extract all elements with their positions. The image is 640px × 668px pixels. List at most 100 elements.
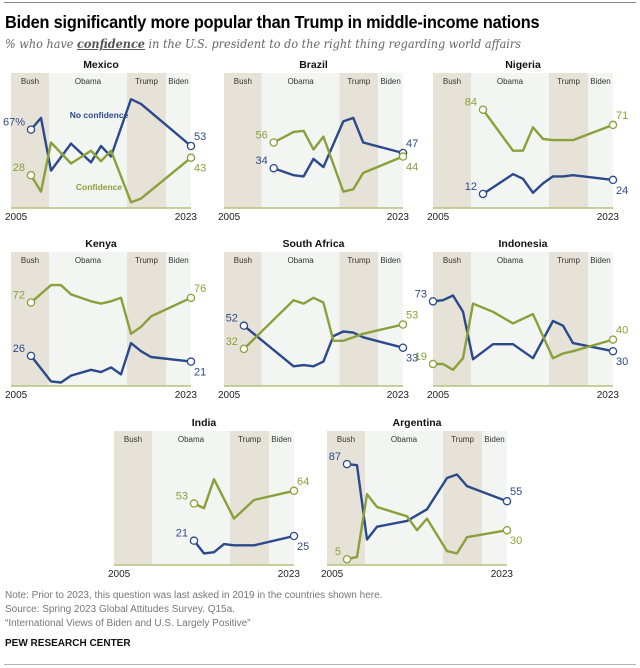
source-note: Source: Spring 2023 Global Attitudes Sur…: [5, 604, 235, 615]
presidency-label: Obama: [75, 256, 102, 265]
start-value-label: 28: [13, 162, 25, 174]
presidency-label: Trump: [557, 77, 580, 86]
end-value-label: 43: [194, 163, 206, 175]
presidency-label: Obama: [497, 77, 524, 86]
start-value-label: 19: [415, 351, 427, 363]
end-value-label: 30: [510, 535, 522, 547]
start-value-label: 73: [415, 288, 427, 300]
legend-no-confidence: No confidence: [70, 110, 129, 120]
start-value-label: 52: [226, 313, 238, 325]
presidency-label: Trump: [135, 77, 158, 86]
data-point: [478, 189, 488, 199]
data-point: [608, 335, 618, 344]
series-line-no-confidence: [432, 294, 614, 361]
panel-title: Kenya: [85, 238, 117, 250]
data-point: [342, 554, 352, 564]
presidency-band-bush: [11, 252, 49, 386]
subtitle-prefix: % who have: [5, 36, 78, 51]
series-line-no-confidence: [30, 97, 192, 172]
end-value-label: 47: [406, 138, 418, 150]
presidency-band-biden: [166, 73, 191, 208]
data-point: [269, 138, 278, 147]
end-value-label: 30: [616, 356, 628, 368]
presidency-band-trump: [339, 252, 379, 386]
panel-title: Brazil: [299, 59, 328, 71]
x-tick-label: 2023: [175, 212, 198, 223]
presidency-label: Obama: [497, 256, 524, 265]
presidency-band-bush: [114, 431, 152, 565]
data-point: [608, 120, 618, 130]
start-value-label: 67%: [3, 117, 25, 129]
data-point: [608, 175, 618, 185]
presidency-label: Biden: [168, 256, 188, 265]
footnote: Note: Prior to 2023, this question was l…: [5, 590, 383, 601]
end-value-label: 64: [297, 476, 309, 488]
presidency-band-obama: [471, 252, 549, 386]
start-value-label: 32: [226, 336, 238, 348]
presidency-label: Obama: [287, 256, 314, 265]
presidency-label: Bush: [234, 77, 252, 86]
presidency-band-trump: [549, 252, 588, 386]
presidency-label: Trump: [347, 77, 370, 86]
presidency-band-obama: [49, 252, 127, 386]
data-point: [478, 105, 488, 114]
panel-indonesia: Bush Obama Trump Biden Indonesia 2005 2023 73 30…: [415, 238, 629, 401]
presidency-label: Biden: [590, 256, 610, 265]
data-point: [398, 343, 408, 352]
panel-title: India: [192, 417, 217, 429]
panel-india: Bush Obama Trump Biden India 2005 2023 21 25 53 64: [108, 417, 309, 580]
x-tick-label: 2023: [597, 390, 620, 401]
end-value-label: 53: [194, 131, 206, 143]
data-point: [239, 344, 249, 354]
x-tick-label: 2023: [597, 212, 620, 223]
x-tick-label: 2005: [427, 390, 450, 401]
presidency-label: Biden: [271, 435, 291, 444]
start-value-label: 53: [176, 491, 188, 503]
data-point: [186, 153, 196, 162]
presidency-band-trump: [127, 252, 166, 386]
end-value-label: 76: [194, 283, 206, 295]
data-point: [428, 359, 438, 369]
data-point: [186, 357, 196, 366]
presidency-label: Biden: [168, 77, 188, 86]
panel-title: Argentina: [392, 417, 441, 429]
end-value-label: 21: [194, 367, 206, 379]
series-line-confidence: [482, 108, 614, 152]
start-value-label: 87: [329, 451, 341, 463]
data-point: [186, 141, 196, 151]
end-value-label: 71: [616, 110, 628, 122]
x-tick-label: 2023: [387, 212, 410, 223]
data-point: [186, 293, 196, 303]
data-point: [26, 351, 36, 361]
end-value-label: 24: [616, 185, 628, 197]
presidency-label: Bush: [21, 77, 39, 86]
x-tick-label: 2023: [175, 390, 198, 401]
presidency-band-biden: [269, 431, 294, 565]
small-multiples-chart: Bush Obama Trump Biden Mexico 2005 2023 67% 53 28…: [3, 59, 629, 580]
end-value-label: 53: [406, 310, 418, 322]
end-value-label: 44: [406, 162, 418, 174]
panel-title: Mexico: [83, 59, 119, 71]
x-tick-label: 2005: [108, 569, 131, 580]
end-value-label: 33: [406, 353, 418, 365]
presidency-band-bush: [433, 73, 471, 208]
presidency-band-biden: [378, 252, 403, 386]
data-point: [502, 496, 512, 506]
series-line-confidence: [193, 478, 295, 520]
panel-brazil: Bush Obama Trump Biden Brazil 2005 2023 34 47 56 4…: [218, 59, 418, 223]
data-point: [26, 125, 36, 134]
legend-confidence: Confidence: [76, 182, 123, 192]
top-rule: [4, 2, 636, 3]
data-point: [26, 298, 36, 307]
start-value-label: 21: [176, 528, 188, 540]
x-tick-label: 2023: [491, 569, 514, 580]
presidency-band-biden: [378, 73, 403, 208]
presidency-band-bush: [224, 73, 262, 208]
data-point: [189, 499, 199, 508]
presidency-band-obama: [49, 73, 127, 208]
start-value-label: 72: [13, 289, 25, 301]
x-tick-label: 2005: [5, 390, 28, 401]
start-value-label: 12: [465, 181, 477, 193]
chart-subtitle: % who have confidence in the U.S. presid…: [5, 36, 521, 51]
